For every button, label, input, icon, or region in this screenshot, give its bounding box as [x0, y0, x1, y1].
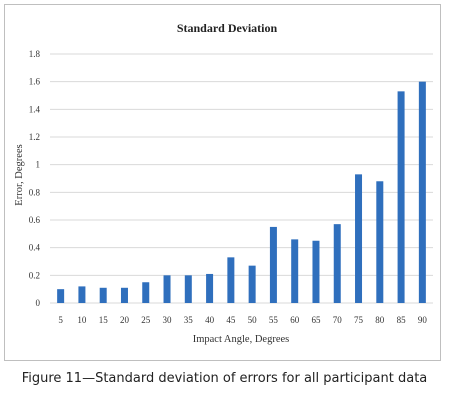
bar-50: [248, 265, 256, 303]
x-tick-label: 60: [290, 315, 300, 325]
x-tick-label: 85: [397, 315, 407, 325]
y-tick-labels: 0 0.2 0.4 0.6 0.8 1 1.2 1.4 1.6 1.8: [29, 49, 41, 308]
bar-15: [99, 287, 107, 303]
y-tick-label: 0.8: [29, 187, 41, 197]
x-tick-label: 45: [226, 315, 236, 325]
x-tick-label: 50: [248, 315, 258, 325]
y-axis-label: Error, Degrees: [14, 144, 25, 205]
bar-40: [206, 273, 214, 303]
x-tick-label: 15: [99, 315, 109, 325]
standard-deviation-chart: Standard Deviation 0 0.2 0.4 0.6 0.8 1 1.2 1.4 1…: [14, 21, 433, 345]
bar-10: [78, 286, 86, 303]
x-tick-label: 70: [333, 315, 343, 325]
bar-70: [333, 224, 341, 303]
x-tick-label: 55: [269, 315, 279, 325]
bar-65: [312, 240, 320, 303]
y-tick-label: 1.2: [29, 132, 40, 142]
x-axis-label: Impact Angle, Degrees: [193, 334, 290, 345]
bar-20: [120, 287, 128, 303]
x-tick-label: 40: [205, 315, 215, 325]
bar-80: [376, 181, 384, 303]
y-tick-label: 1.8: [29, 49, 41, 59]
gridlines: [50, 53, 433, 304]
bar-25: [142, 282, 150, 303]
bar-75: [355, 174, 363, 303]
bar-30: [163, 275, 171, 303]
bar-5: [57, 289, 65, 303]
bar-45: [227, 257, 235, 303]
x-tick-label: 90: [418, 315, 428, 325]
x-tick-label: 10: [77, 315, 87, 325]
x-tick-label: 5: [58, 315, 63, 325]
y-tick-label: 0: [36, 298, 41, 308]
figure-caption: Figure 11—Standard deviation of errors f…: [21, 371, 428, 386]
x-tick-label: 25: [141, 315, 151, 325]
y-tick-label: 1: [36, 160, 41, 170]
y-tick-label: 0.6: [29, 215, 41, 225]
bar-90: [418, 81, 426, 304]
x-tick-label: 30: [163, 315, 173, 325]
x-tick-label: 75: [354, 315, 364, 325]
chart-title: Standard Deviation: [177, 21, 278, 35]
y-tick-label: 0.4: [29, 243, 41, 253]
x-tick-labels: 5 10 15 20 25 30 35 40 45 50 55 60 65 70 75 80 85 90: [58, 315, 427, 325]
chart-frame: Standard Deviation 0 0.2 0.4 0.6 0.8 1 1.2 1.4 1…: [4, 4, 441, 361]
y-tick-label: 1.6: [29, 77, 41, 87]
bar-35: [184, 275, 192, 303]
x-tick-label: 20: [120, 315, 130, 325]
bar-60: [291, 239, 299, 303]
bar-55: [269, 226, 277, 303]
x-tick-label: 80: [375, 315, 385, 325]
x-tick-label: 35: [184, 315, 194, 325]
x-tick-label: 65: [311, 315, 321, 325]
y-tick-label: 1.4: [29, 104, 41, 114]
bar-85: [397, 91, 405, 303]
y-tick-label: 0.2: [29, 270, 40, 280]
bars: [57, 81, 426, 304]
